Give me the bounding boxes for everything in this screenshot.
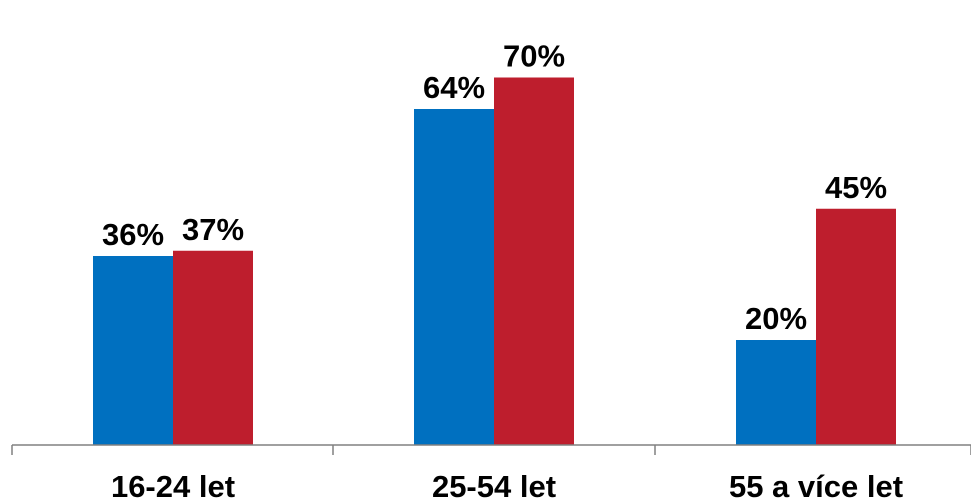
bar-series2-2: [494, 77, 574, 445]
data-label-series2-3: 45%: [825, 170, 887, 205]
data-label-series1-1: 36%: [102, 217, 164, 252]
data-labels-group: 36% 64% 20% 37% 70% 45%: [102, 39, 887, 337]
x-axis-tick-labels: 16-24 let 25-54 let 55 a více let: [111, 469, 903, 503]
bar-series1-3: [736, 340, 816, 445]
bar-series1-2: [414, 109, 494, 445]
bars-group: [93, 77, 896, 445]
data-label-series2-1: 37%: [182, 212, 244, 247]
bar-series2-3: [816, 208, 896, 445]
x-tick-label-16-24: 16-24 let: [111, 469, 235, 503]
data-label-series1-3: 20%: [745, 301, 807, 336]
x-tick-label-55-plus: 55 a více let: [729, 469, 903, 503]
data-label-series1-2: 64%: [423, 70, 485, 105]
bar-series1-1: [93, 256, 173, 445]
data-label-series2-2: 70%: [503, 39, 565, 74]
bar-series2-1: [173, 250, 253, 445]
x-tick-label-25-54: 25-54 let: [432, 469, 556, 503]
x-axis-ticks: [11, 445, 971, 455]
